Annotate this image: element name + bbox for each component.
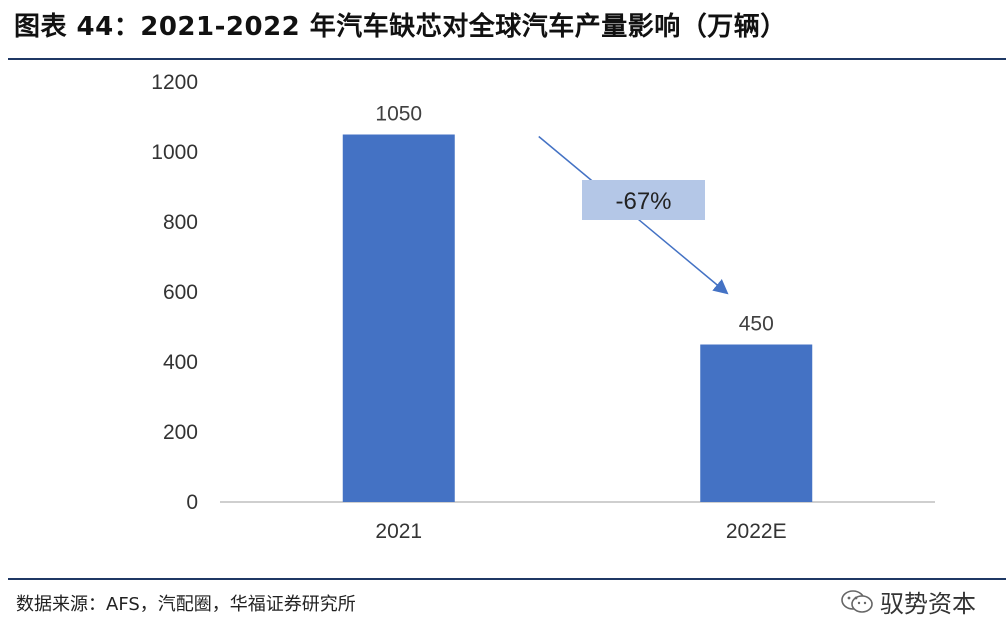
y-tick-label: 0 bbox=[186, 491, 198, 514]
bar bbox=[342, 134, 455, 502]
y-tick-label: 400 bbox=[163, 351, 198, 374]
y-tick-label: 800 bbox=[163, 211, 198, 234]
watermark-text: 驭势资本 bbox=[880, 590, 976, 618]
chart-title: 图表 44：2021-2022 年汽车缺芯对全球汽车产量影响（万辆） bbox=[14, 12, 787, 42]
x-tick-label: 2022E bbox=[726, 520, 787, 543]
top-rule bbox=[8, 58, 1006, 60]
watermark: 驭势资本 bbox=[840, 584, 976, 619]
y-tick-label: 1000 bbox=[151, 141, 198, 164]
annotation-box bbox=[582, 180, 705, 220]
bar bbox=[700, 344, 813, 502]
data-label: 1050 bbox=[375, 103, 422, 126]
y-tick-label: 600 bbox=[163, 281, 198, 304]
bottom-rule bbox=[8, 578, 1006, 580]
wechat-icon bbox=[841, 589, 873, 613]
bar-chart: 0 200 400 600 800 1000 1200 1050 2021 450 2022E -… bbox=[0, 60, 1006, 578]
x-tick-label: 2021 bbox=[375, 520, 422, 543]
chart-canvas: 0 200 400 600 800 1000 1200 1050 2021 450 2022E -… bbox=[151, 71, 935, 543]
y-tick-label: 1200 bbox=[151, 71, 198, 94]
data-label: 450 bbox=[739, 313, 774, 336]
annotation-label: -67% bbox=[615, 188, 671, 215]
y-tick-label: 200 bbox=[163, 421, 198, 444]
source-note: 数据来源：AFS，汽配圈，华福证券研究所 bbox=[16, 594, 356, 615]
